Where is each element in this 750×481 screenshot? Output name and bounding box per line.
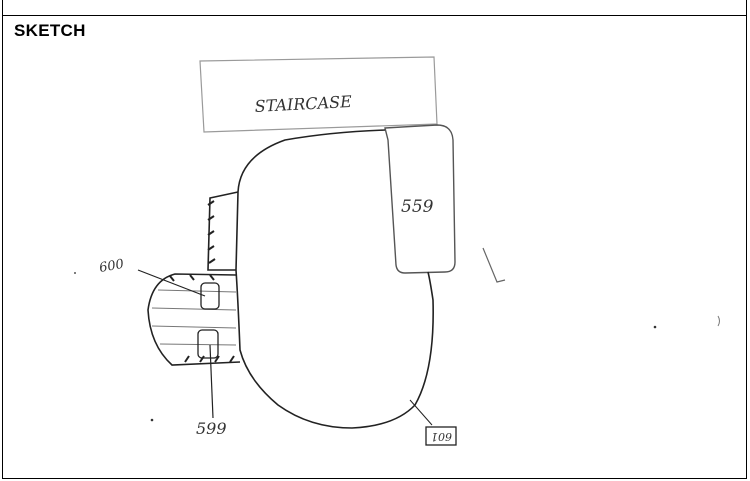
annex-outline xyxy=(147,273,241,366)
box-601 xyxy=(425,426,457,446)
room-559-box xyxy=(384,124,456,274)
label-559: 559 xyxy=(401,197,434,217)
dot-mark xyxy=(653,325,657,329)
dot-mark xyxy=(74,272,76,274)
label-599: 599 xyxy=(196,419,227,438)
label-601: 601 xyxy=(431,430,452,443)
leader-600 xyxy=(137,269,206,297)
box-600 xyxy=(200,282,220,310)
alcove-upper-hatch xyxy=(207,200,216,264)
paren-mark xyxy=(717,315,720,327)
header-divider xyxy=(3,15,746,16)
dot-mark xyxy=(150,418,154,422)
label-600: 600 xyxy=(98,257,125,276)
leader-601 xyxy=(409,399,433,426)
staircase-label: STAIRCASE xyxy=(254,92,352,116)
check-mark xyxy=(482,247,506,283)
staircase-box xyxy=(199,56,438,133)
room-601-outline xyxy=(235,129,434,429)
leader-599 xyxy=(209,344,214,419)
annex-stripes xyxy=(151,289,237,346)
annex-hatch xyxy=(169,274,235,363)
box-599 xyxy=(197,329,219,359)
section-title: SKETCH xyxy=(14,21,86,40)
